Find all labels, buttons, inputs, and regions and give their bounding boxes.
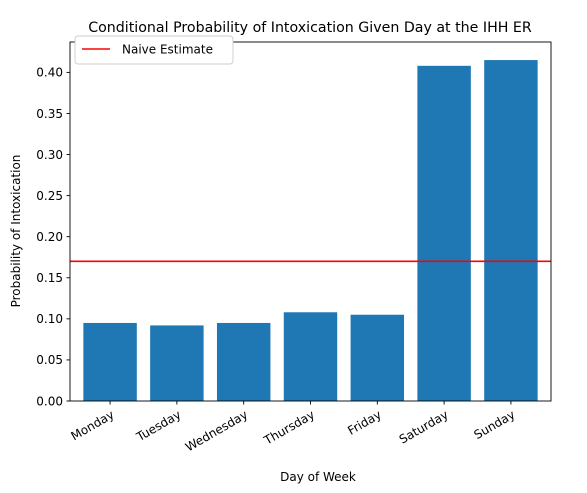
x-tick-label-monday: Monday [69,407,117,443]
y-tick-label: 0.30 [36,148,63,162]
x-tick-label-sunday: Sunday [472,407,518,442]
y-tick-label: 0.40 [36,66,63,80]
y-tick-label: 0.10 [36,312,63,326]
legend-box [74,35,234,65]
x-tick-label-saturday: Saturday [397,407,451,446]
bar-thursday [283,312,338,401]
bar-sunday [484,60,538,401]
x-axis-label: Day of Week [280,470,356,484]
x-tick-label-tuesday: Tuesday [133,407,183,444]
y-tick-label: 0.15 [36,271,63,285]
legend-label-naive-estimate: Naive Estimate [122,43,213,57]
legend: Naive Estimate [74,35,234,65]
y-tick-label: 0.35 [36,107,63,121]
y-tick-label: 0.20 [36,230,63,244]
bars-group [83,60,538,402]
y-axis-label: Probability of Intoxication [9,155,23,308]
chart-title: Conditional Probability of Intoxication … [88,20,532,36]
x-tick-label-thursday: Thursday [261,407,317,448]
bar-saturday [417,65,471,402]
x-tick-label-friday: Friday [345,407,384,437]
bar-tuesday [150,325,204,401]
plot-frame [69,41,552,402]
bar-monday [83,322,137,401]
x-axis-ticks: Monday Tuesday Wednesday Thursday Friday Satu… [69,401,518,454]
y-tick-label: 0.05 [36,353,63,367]
y-tick-label: 0.00 [36,394,63,408]
x-tick-label-wednesday: Wednesday [183,407,250,454]
bar-friday [350,314,405,401]
y-axis-ticks: 0.00 0.05 0.10 0.15 0.20 0.25 0.30 0.35 0.40 [36,66,70,408]
bar-wednesday [216,322,271,401]
y-tick-label: 0.25 [36,189,63,203]
